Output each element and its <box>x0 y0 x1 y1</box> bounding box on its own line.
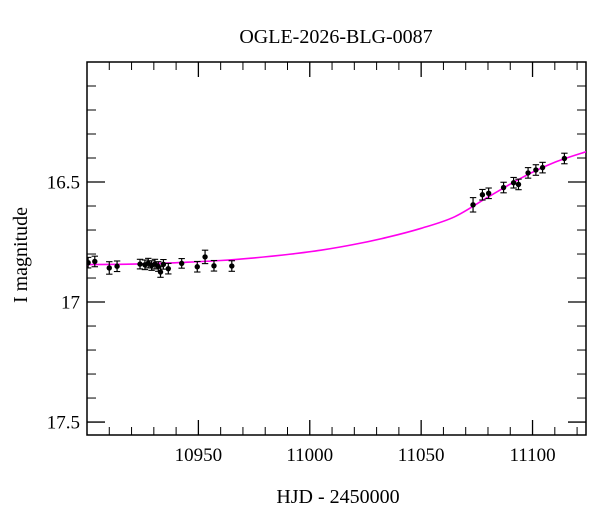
plot-title: OGLE-2026-BLG-0087 <box>239 26 432 48</box>
data-point <box>201 249 209 265</box>
x-tick-label: 11100 <box>509 445 555 466</box>
data-point <box>515 178 522 191</box>
data-point-marker <box>211 263 217 269</box>
tick-label-layer: 10950 11000 11050 11100 16.5 17 17.5 <box>47 173 556 466</box>
data-point-marker <box>561 155 568 162</box>
data-point <box>136 258 144 270</box>
data-point <box>113 260 121 273</box>
data-point-marker <box>137 261 143 267</box>
data-point <box>510 176 517 189</box>
data-point <box>178 258 185 269</box>
data-point <box>210 259 218 272</box>
data-point-marker <box>533 167 539 173</box>
data-point-marker <box>114 263 120 269</box>
y-tick-label: 16.5 <box>47 173 80 194</box>
data-point <box>469 197 477 213</box>
plot-axes <box>86 61 587 436</box>
data-point <box>165 262 172 275</box>
data-point-marker <box>92 258 98 265</box>
data-point <box>500 181 507 194</box>
data-point-marker <box>515 181 522 188</box>
model-curve-layer <box>87 151 586 266</box>
y-axis-label: I magnitude <box>10 207 32 303</box>
data-point-marker <box>229 263 235 269</box>
x-tick-label: 11050 <box>398 445 445 466</box>
data-point <box>141 259 149 271</box>
data-point-marker <box>87 259 91 266</box>
data-point <box>561 152 568 165</box>
data-point-marker <box>194 264 200 270</box>
data-point-marker <box>525 170 531 176</box>
data-point <box>485 187 492 200</box>
data-point-marker <box>539 164 546 171</box>
data-point <box>87 256 92 269</box>
data-point <box>160 258 167 270</box>
data-point <box>479 188 486 201</box>
data-points-layer <box>87 152 568 278</box>
x-axis-label: HJD - 2450000 <box>276 486 399 508</box>
plot-frame <box>86 61 587 436</box>
data-point-marker <box>178 260 185 267</box>
data-point <box>228 260 235 272</box>
data-point-marker <box>485 190 492 196</box>
data-point <box>106 261 113 275</box>
data-point-marker <box>479 192 486 198</box>
data-point <box>194 260 201 273</box>
model-curve <box>87 151 586 266</box>
data-point-marker <box>470 202 476 208</box>
data-point-marker <box>157 269 164 275</box>
data-point <box>91 255 98 268</box>
y-tick-label: 17 <box>61 293 80 314</box>
data-point-marker <box>510 180 517 186</box>
data-point <box>524 167 532 179</box>
data-point <box>532 164 540 176</box>
data-point-marker <box>106 265 112 271</box>
x-tick-label: 10950 <box>175 445 223 466</box>
x-tick-label: 11000 <box>286 445 333 466</box>
data-point-marker <box>500 184 507 191</box>
data-point-marker <box>160 261 167 268</box>
y-tick-label: 17.5 <box>47 413 80 434</box>
data-point <box>539 161 546 174</box>
data-point-marker <box>165 265 172 272</box>
data-point-marker <box>202 254 208 260</box>
